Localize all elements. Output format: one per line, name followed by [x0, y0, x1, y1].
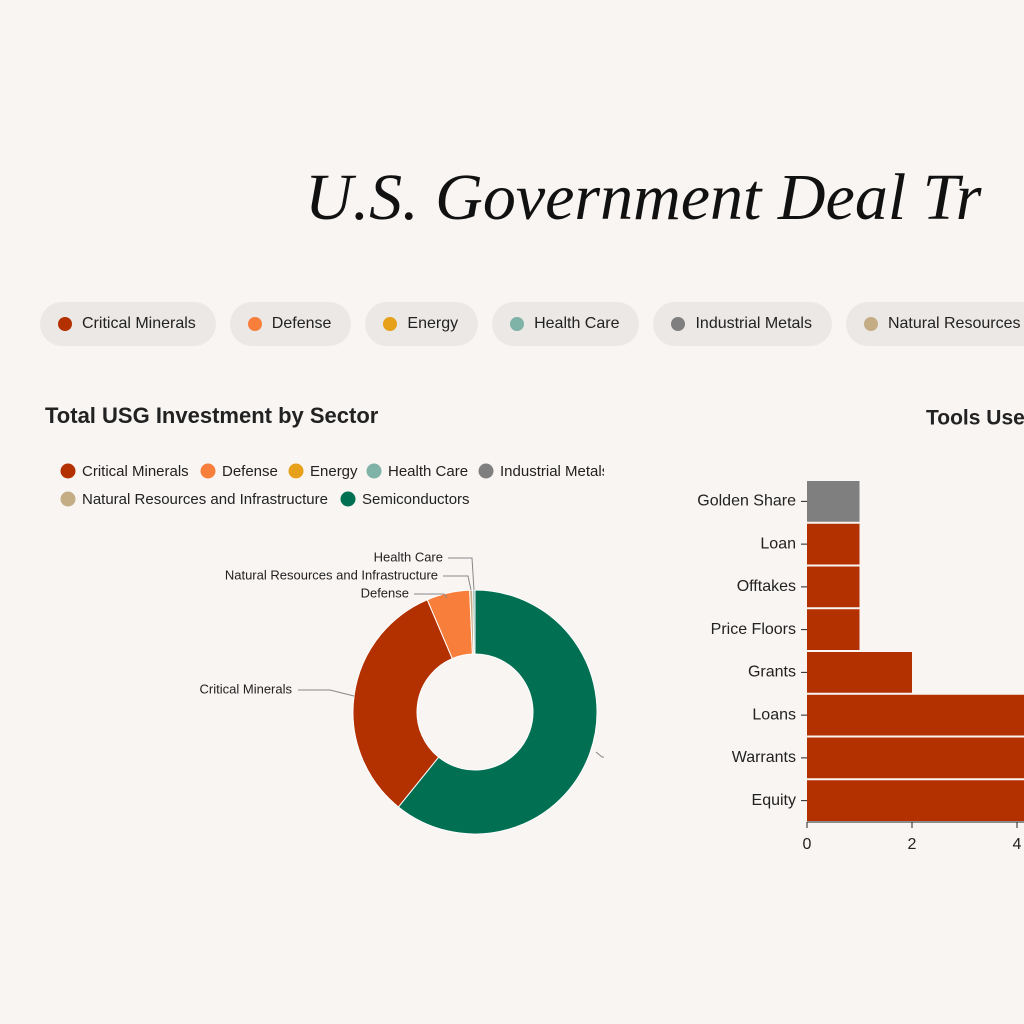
bar [807, 481, 860, 522]
pill-dot [383, 317, 398, 331]
pie-slice [352, 599, 453, 808]
legend-label: Energy [310, 463, 358, 480]
leader-line [443, 575, 472, 591]
y-tick-label: Grants [748, 664, 796, 681]
bar [807, 566, 860, 608]
y-tick-label: Offtakes [737, 578, 796, 595]
pie-slice [472, 589, 476, 655]
pill-label: Defense [271, 315, 332, 332]
filter-pill[interactable]: Critical Minerals [40, 302, 216, 346]
y-tick-label: Equity [752, 792, 796, 809]
bar [807, 694, 1024, 736]
pill-label: Natural Resources and Infrastructure [887, 315, 1024, 332]
sector-filters: Critical Minerals Defense Energy Health Car… [40, 302, 1024, 346]
leader-line [595, 751, 604, 758]
filter-pill[interactable]: Defense [229, 302, 352, 346]
pill-label: Energy [407, 315, 459, 332]
x-tick-label: 2 [908, 836, 917, 853]
bar [807, 780, 1024, 821]
pill-label: Industrial Metals [695, 315, 812, 332]
y-tick-label: Price Floors [711, 621, 796, 638]
leader-line [298, 689, 355, 697]
legend-swatch [478, 463, 494, 479]
legend-label: Natural Resources and Infrastructure [82, 491, 328, 508]
pill-label: Critical Minerals [82, 315, 196, 332]
legend-swatch [60, 491, 76, 507]
legend-label: Defense [222, 463, 278, 480]
pie-panel: Total USG Investment by Sector Critical M… [45, 403, 708, 835]
page-title: U.S. Government Deal Tr [305, 161, 982, 234]
y-tick-label: Golden Share [697, 493, 796, 510]
slice-label: Semiconductors [614, 748, 708, 763]
chart-title: Tools Used [926, 407, 1024, 430]
legend-label: Semiconductors [362, 491, 470, 508]
x-tick-label: 4 [1013, 836, 1022, 853]
leader-line [414, 593, 448, 599]
slice-label: Defense [361, 585, 409, 600]
legend-label: Health Care [388, 463, 468, 480]
y-tick-label: Loans [752, 706, 796, 723]
bar [807, 523, 860, 565]
y-tick-label: Warrants [732, 749, 796, 766]
slice-label: Health Care [374, 549, 443, 564]
y-tick-label: Loan [760, 535, 796, 552]
pill-label: Health Care [534, 315, 620, 332]
pill-dot [863, 317, 878, 331]
bar [807, 609, 860, 650]
bar [807, 652, 912, 693]
bar-panel: Tools Used Golden Share Loan Offtakes Price … [697, 407, 1024, 853]
x-tick-label: 0 [803, 836, 812, 853]
legend-swatch [288, 463, 304, 479]
slice-label: Critical Minerals [200, 681, 293, 696]
slice-label: Natural Resources and Infrastructure [225, 567, 438, 582]
legend-swatch [200, 463, 216, 479]
legend-swatch [340, 491, 356, 507]
filter-pill[interactable]: Natural Resources and Infrastructure [845, 302, 1024, 346]
leader-line [448, 557, 475, 591]
pie-slice [397, 589, 598, 835]
legend-label: Industrial Metals [500, 463, 609, 480]
pill-dot [510, 317, 525, 331]
pill-dot [247, 317, 262, 331]
pill-dot [58, 317, 72, 331]
legend-swatch [60, 463, 76, 479]
chart-title: Total USG Investment by Sector [45, 403, 379, 428]
legend-label: Critical Minerals [82, 463, 189, 480]
filter-pill[interactable]: Industrial Metals [653, 302, 832, 346]
pill-dot [671, 317, 686, 331]
filter-pill[interactable]: Health Care [492, 302, 640, 346]
filter-pill[interactable]: Energy [365, 302, 479, 346]
legend-swatch [366, 463, 382, 479]
bar [807, 737, 1024, 779]
